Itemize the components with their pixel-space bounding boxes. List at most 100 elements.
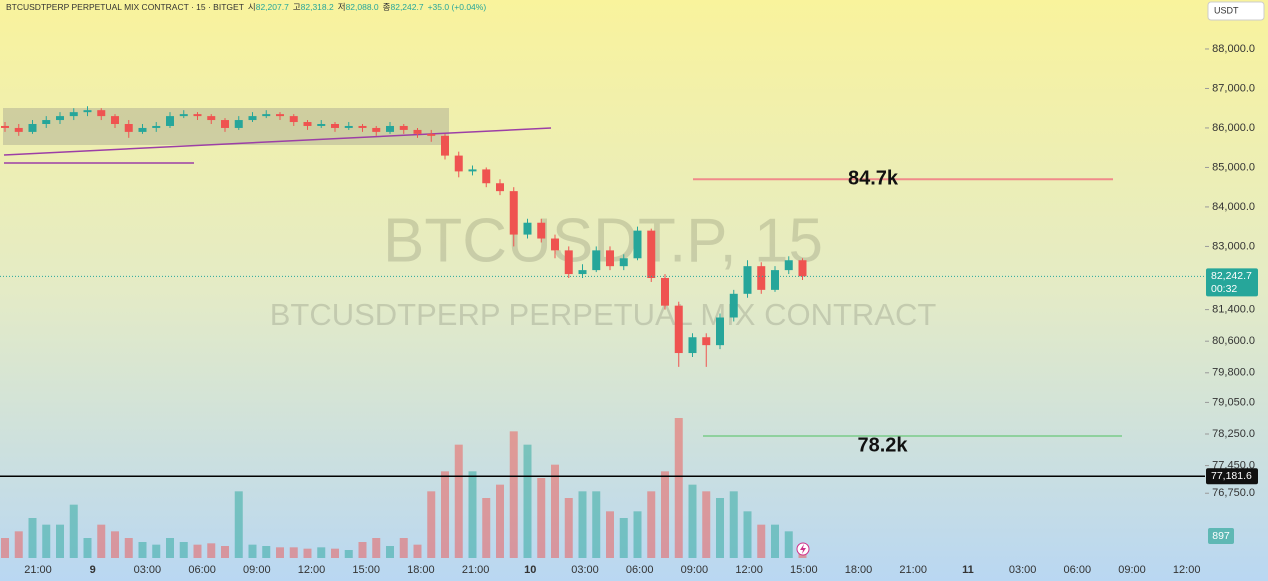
candle-body	[771, 270, 779, 290]
volume-bar	[97, 524, 106, 558]
candle-body	[14, 127, 23, 132]
candle-body	[454, 155, 463, 172]
y-tick-label: 87,000.0	[1212, 82, 1255, 94]
volume-bar	[716, 498, 724, 558]
candle-body	[372, 127, 381, 132]
x-tick-label: 15:00	[352, 564, 380, 576]
volume-bar	[647, 491, 656, 558]
volume-bar	[509, 431, 518, 558]
candle-body	[69, 112, 78, 117]
volume-bar	[729, 491, 738, 558]
candle-body	[317, 124, 326, 126]
y-tick-label: 80,600.0	[1212, 335, 1255, 347]
volume-badge	[1208, 528, 1234, 544]
candle-body	[358, 125, 367, 128]
x-tick-label: 09:00	[243, 564, 271, 576]
candle-body	[729, 293, 738, 318]
candle-body	[743, 266, 752, 294]
candle-body	[798, 260, 807, 277]
volume-bar	[124, 538, 133, 558]
y-tick-label: 76,750.0	[1212, 487, 1255, 499]
volume-bar	[454, 444, 463, 558]
volume-bar	[592, 491, 601, 558]
candle-body	[56, 116, 64, 121]
y-tick-label: 88,000.0	[1212, 43, 1255, 55]
candle-body	[413, 129, 422, 134]
y-tick-label: 81,400.0	[1212, 304, 1255, 316]
candle-body	[523, 222, 532, 235]
candle-body	[386, 125, 394, 132]
candle-body	[138, 127, 147, 132]
candle-body	[262, 114, 271, 117]
x-tick-label: 18:00	[407, 564, 435, 576]
volume-pane	[1, 418, 807, 558]
currency-label: USDT	[1214, 5, 1239, 15]
volume-bar	[179, 542, 188, 558]
candle-body	[647, 230, 656, 279]
level-label: 84.7k	[848, 168, 899, 190]
candle-body	[509, 191, 518, 235]
candle-body	[633, 230, 642, 259]
x-tick-label: 18:00	[845, 564, 873, 576]
candle-body	[496, 183, 504, 192]
candle-body	[289, 116, 298, 123]
last-price-badge	[1206, 268, 1258, 297]
volume-bar	[578, 491, 587, 558]
volume-bar	[358, 542, 367, 558]
volume-bar	[702, 491, 711, 558]
y-tick-label: 78,250.0	[1212, 428, 1255, 440]
candle-body	[331, 124, 339, 128]
volume-bar	[331, 548, 339, 558]
x-tick-label: 15:00	[790, 564, 818, 576]
candle-body	[344, 125, 353, 128]
volume-bar	[42, 524, 51, 558]
volume-bar	[619, 518, 628, 558]
ohlc-value: 82,318.2	[301, 2, 334, 12]
volume-bar	[28, 518, 37, 558]
countdown: 00:32	[1211, 283, 1237, 295]
volume-bar	[784, 531, 793, 558]
candle-body	[207, 116, 216, 121]
volume-bar	[633, 511, 642, 558]
x-tick-label: 12:00	[735, 564, 763, 576]
volume-bar	[276, 547, 284, 558]
x-tick-label: 06:00	[188, 564, 216, 576]
volume-bar	[661, 471, 669, 558]
candle-body	[234, 120, 243, 128]
candle-body	[1, 125, 9, 128]
trend-line	[3, 127, 552, 156]
candle-body	[702, 337, 711, 346]
x-tick-label: 09:00	[1118, 564, 1146, 576]
volume-bar	[1, 538, 9, 558]
ohlc-key: 시	[248, 2, 256, 12]
volume-bar	[468, 471, 477, 558]
volume-bar	[289, 547, 298, 558]
x-tick-label: 11	[962, 564, 974, 576]
x-tick-label: 21:00	[899, 564, 927, 576]
candle-body	[551, 238, 559, 251]
volume-bar	[757, 524, 766, 558]
candle-body	[83, 110, 92, 113]
volume-bar	[14, 531, 23, 558]
candle-body	[303, 122, 312, 126]
candle-body	[606, 250, 614, 267]
x-tick-label: 06:00	[1064, 564, 1092, 576]
candle-body	[152, 125, 161, 128]
watermark-sub: BTCUSDTPERP PERPETUAL MIX CONTRACT	[270, 297, 937, 332]
volume-bar	[606, 511, 614, 558]
candle-body	[661, 278, 669, 306]
header-change: +35.0 (+0.04%)	[428, 2, 487, 12]
candle-body	[221, 120, 229, 128]
volume-bar	[193, 544, 202, 558]
volume-bar	[564, 498, 573, 558]
volume-bar	[221, 546, 229, 558]
ohlc-value: 82,242.7	[390, 2, 423, 12]
x-tick-label: 12:00	[1173, 564, 1201, 576]
currency-button[interactable]	[1207, 1, 1265, 21]
candle-body	[276, 114, 284, 117]
candle-body	[399, 125, 408, 130]
x-tick-label: 9	[90, 564, 96, 576]
ohlc-value: 82,207.7	[256, 2, 289, 12]
grid: 88,000.0 87,000.0 86,000.0 85,000.0 84,000.0…	[24, 43, 1255, 576]
